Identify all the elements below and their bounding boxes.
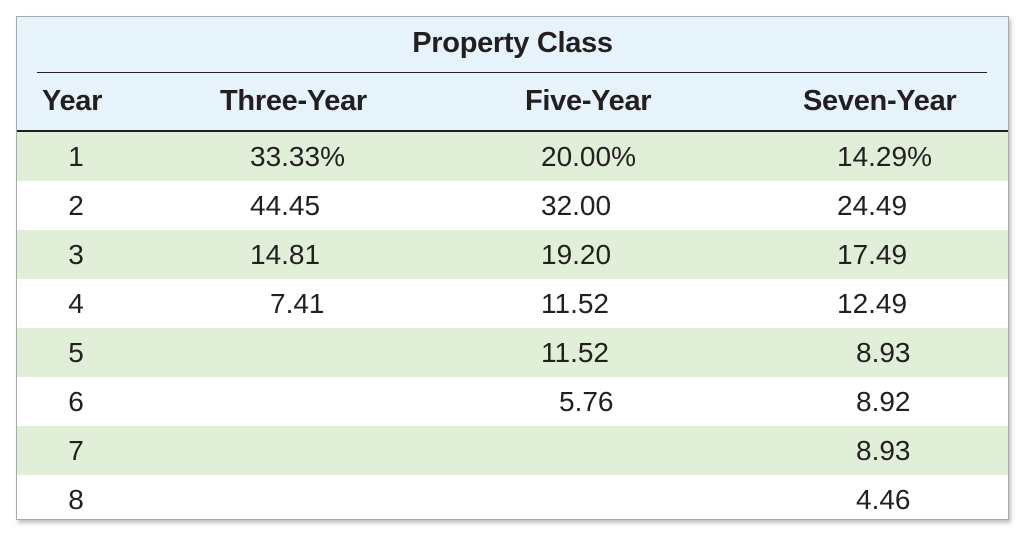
table-row: 7 8.93	[17, 426, 1008, 475]
header-year: Year	[42, 85, 103, 117]
cell-five-year: 11.52	[541, 337, 609, 368]
cell-three-year: 14.81	[250, 239, 321, 270]
cell-year: 7	[68, 435, 84, 466]
header-five-year: Five-Year	[525, 85, 652, 117]
cell-seven-year: 24.49	[837, 190, 908, 221]
group-title: Property Class	[412, 27, 613, 59]
table-row: 1 33.33% 20.00% 14.29%	[17, 132, 1008, 181]
table-row: 3 14.81 19.20 17.49	[17, 230, 1008, 279]
header-three-year: Three-Year	[220, 85, 367, 117]
cell-seven-year: 17.49	[837, 239, 908, 270]
table-body: 1 33.33% 20.00% 14.29% 2 44.45 32.00 24.…	[17, 132, 1008, 519]
cell-seven-year: 14.29%	[837, 141, 932, 172]
cell-five-year: 19.20	[541, 239, 612, 270]
group-title-rule	[37, 72, 987, 73]
table-row: 4 7.41 11.52 12.49	[17, 279, 1008, 328]
table-row: 6 5.76 8.92	[17, 377, 1008, 426]
table-row: 8 4.46	[17, 475, 1008, 519]
table-row: 5 11.52 8.93	[17, 328, 1008, 377]
cell-seven-year: 4.46	[856, 484, 911, 515]
cell-year: 6	[68, 386, 84, 417]
cell-year: 5	[68, 337, 84, 368]
cell-year: 3	[68, 239, 84, 270]
cell-five-year: 20.00%	[541, 141, 636, 172]
cell-seven-year: 8.92	[856, 386, 911, 417]
header-rule	[17, 130, 1008, 132]
cell-three-year: 7.41	[270, 288, 325, 319]
cell-five-year: 5.76	[559, 386, 614, 417]
cell-three-year: 33.33%	[250, 141, 345, 172]
cell-year: 4	[68, 288, 84, 319]
cell-year: 2	[68, 190, 84, 221]
cell-seven-year: 8.93	[856, 337, 911, 368]
cell-five-year: 11.52	[541, 288, 609, 319]
depreciation-table: Property Class Year Three-Year Five-Year…	[16, 16, 1009, 520]
table-row: 2 44.45 32.00 24.49	[17, 181, 1008, 230]
cell-year: 8	[68, 484, 84, 515]
header-seven-year: Seven-Year	[803, 85, 957, 117]
cell-year: 1	[68, 141, 84, 172]
cell-seven-year: 8.93	[856, 435, 911, 466]
cell-three-year: 44.45	[250, 190, 321, 221]
table-header-band	[17, 17, 1008, 130]
cell-seven-year: 12.49	[837, 288, 908, 319]
cell-five-year: 32.00	[541, 190, 612, 221]
